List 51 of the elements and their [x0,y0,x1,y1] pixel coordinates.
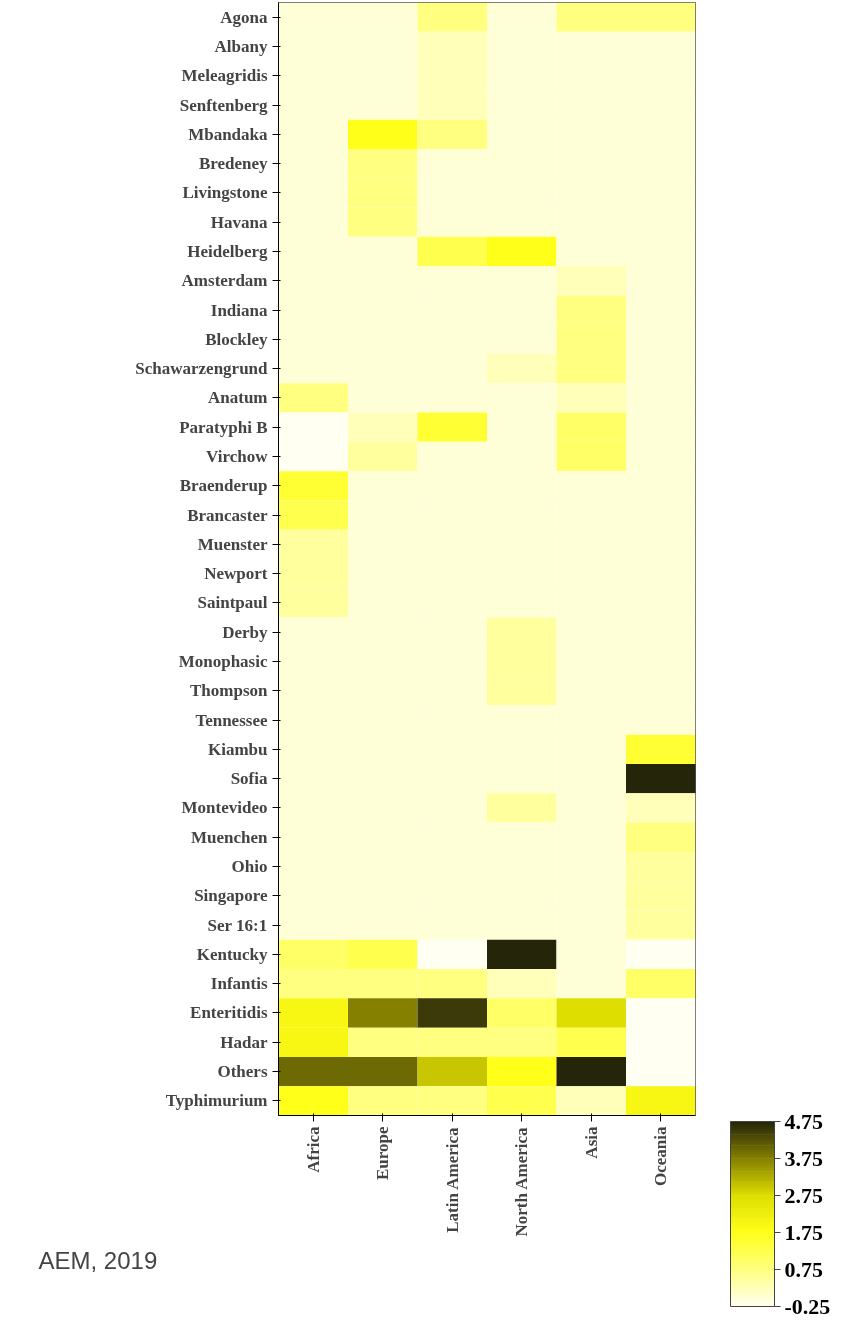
y-tick-label: Agona [220,7,268,27]
y-tick-label: Singapore [194,886,268,906]
y-tick-label: Blockley [205,329,268,349]
y-tick-label: Brancaster [187,505,268,525]
y-tick-label: Sofia [230,769,268,789]
y-tick-label: Havana [210,212,268,232]
y-tick-label: Ser 16:1 [207,915,268,935]
color-bar-label: 0.75 [784,1256,823,1282]
y-tick-label: Heidelberg [187,241,268,261]
x-tick-label: Africa [303,1126,323,1173]
y-tick-label: Livingstone [182,183,268,203]
y-tick-label: Meleagridis [181,66,268,86]
y-tick-label: Virchow [206,446,269,466]
y-tick-label: Montevideo [181,798,268,818]
y-tick-label: Hadar [220,1032,268,1052]
y-tick-label: Derby [222,622,268,642]
y-tick-label: Muenchen [191,827,269,847]
y-tick-label: Saintpaul [197,593,268,613]
y-tick-label: Infantis [210,974,268,994]
y-tick-label: Typhimurium [165,1091,268,1111]
y-tick-label: Bredeney [198,154,268,174]
y-tick-label: Senftenberg [179,95,268,115]
y-tick-label: Kentucky [196,944,268,964]
color-bar-label: 4.75 [784,1108,823,1134]
y-tick-label: Newport [204,564,268,584]
y-tick-label: Amsterdam [181,271,268,291]
color-bar-label: 2.75 [784,1182,823,1208]
color-bar-label: 1.75 [784,1219,823,1245]
y-tick-label: Indiana [210,300,268,320]
x-tick-label: Asia [581,1126,601,1159]
y-tick-label: Enteritidis [190,1003,268,1023]
color-bar-label: -0.25 [784,1293,831,1319]
y-tick-label: Muenster [197,534,268,554]
y-tick-label: Anatum [207,388,268,408]
color-bar-label: 3.75 [784,1145,823,1171]
y-tick-label: Tennessee [195,710,268,730]
y-tick-label: Others [217,1062,268,1082]
y-tick-label: Paratyphi B [179,417,268,437]
y-tick-label: Albany [214,36,268,56]
x-tick-label: Oceania [651,1126,671,1186]
y-tick-label: Kiambu [207,739,268,759]
x-tick-label: Latin America [442,1126,462,1233]
text: AEM, 2019 [38,1246,158,1274]
y-tick-label: Ohio [231,857,268,877]
x-tick-label: Europe [373,1126,393,1181]
y-tick-label: Mbandaka [188,124,268,144]
y-tick-label: Thompson [190,681,269,701]
y-tick-label: Braenderup [179,476,268,496]
y-tick-label: Monophasic [178,652,268,672]
y-tick-label: Schawarzengrund [135,359,269,379]
x-tick-label: North America [512,1126,532,1237]
